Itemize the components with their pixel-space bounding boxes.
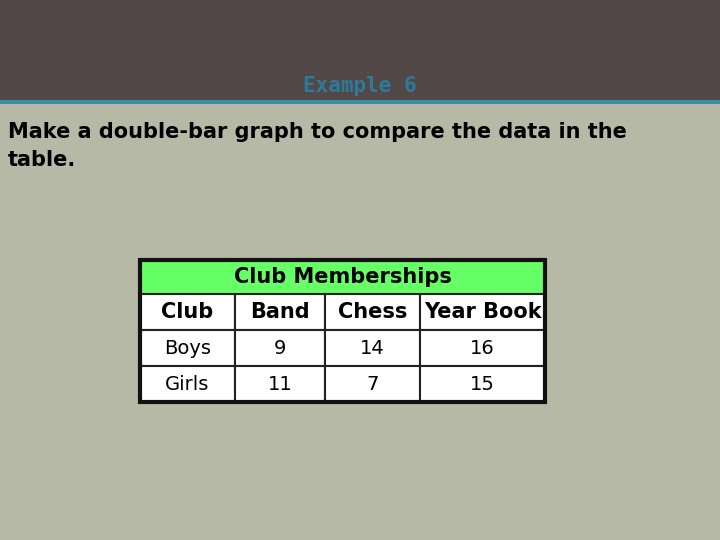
Text: 14: 14 — [360, 339, 385, 357]
Bar — [235, 330, 325, 366]
Bar — [325, 366, 420, 402]
Bar — [140, 260, 545, 294]
Bar — [325, 294, 420, 330]
Text: Year Book: Year Book — [423, 302, 541, 322]
Text: Club Memberships: Club Memberships — [233, 267, 451, 287]
Bar — [420, 294, 545, 330]
Text: Make a double-bar graph to compare the data in the: Make a double-bar graph to compare the d… — [8, 122, 627, 142]
Text: Band: Band — [250, 302, 310, 322]
Bar — [325, 330, 420, 366]
Text: Girls: Girls — [166, 375, 210, 394]
Text: Example 6: Example 6 — [303, 76, 417, 96]
Text: 9: 9 — [274, 339, 286, 357]
Bar — [420, 330, 545, 366]
Text: table.: table. — [8, 150, 76, 170]
Bar — [420, 366, 545, 402]
Bar — [140, 366, 235, 402]
Text: Boys: Boys — [164, 339, 211, 357]
Bar — [140, 330, 235, 366]
Text: 16: 16 — [470, 339, 495, 357]
Text: 7: 7 — [366, 375, 379, 394]
Bar — [235, 366, 325, 402]
Text: 15: 15 — [470, 375, 495, 394]
Bar — [140, 260, 545, 402]
Bar — [0, 0, 720, 100]
Text: 11: 11 — [268, 375, 292, 394]
Bar — [0, 104, 720, 540]
Text: Club: Club — [161, 302, 214, 322]
Bar — [235, 294, 325, 330]
Bar — [0, 100, 720, 104]
Bar — [140, 294, 235, 330]
Text: Chess: Chess — [338, 302, 408, 322]
